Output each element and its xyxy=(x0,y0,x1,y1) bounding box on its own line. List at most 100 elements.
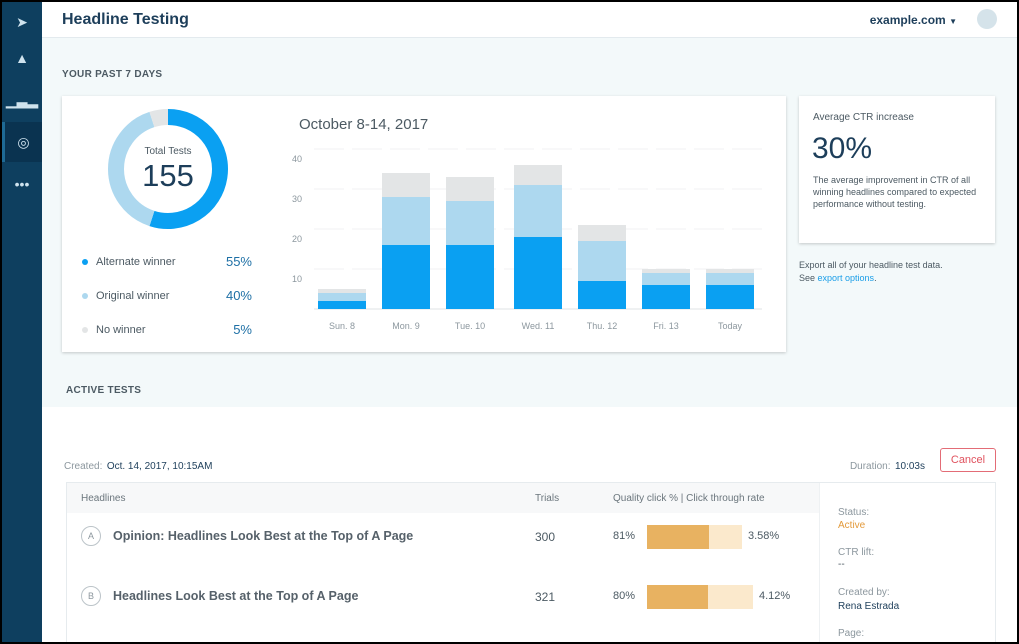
cancel-button[interactable]: Cancel xyxy=(940,448,996,472)
variant-letter: B xyxy=(81,586,101,606)
quality-value: 81% xyxy=(613,530,636,542)
quality-bar xyxy=(647,525,742,549)
bar-segment xyxy=(642,269,690,273)
status-label: Status: xyxy=(838,507,870,518)
y-tick-label: 40 xyxy=(292,154,302,164)
donut-slice xyxy=(149,109,169,128)
created-value: Oct. 14, 2017, 10:15AM xyxy=(106,461,213,472)
bar-segment xyxy=(382,197,430,245)
quality-value: 80% xyxy=(613,590,636,602)
col-quality: Quality click % | Click through rate xyxy=(613,493,765,504)
total-value: 155 xyxy=(142,158,194,193)
export-note: Export all of your headline test data. S… xyxy=(799,259,999,285)
ctr-rate: 3.58% xyxy=(748,530,780,542)
active-tests-title: ACTIVE TESTS xyxy=(66,385,142,396)
logo-icon[interactable]: ➤ xyxy=(16,13,28,30)
ctr-rate: 4.12% xyxy=(759,590,791,602)
bar-segment xyxy=(318,293,366,301)
export-period: . xyxy=(874,273,877,283)
header: Headline Testing example.com ▼ xyxy=(42,2,1017,38)
site-selector[interactable]: example.com ▼ xyxy=(870,13,957,27)
page-title: Headline Testing xyxy=(62,11,189,28)
ctr-label: Average CTR increase xyxy=(813,112,914,123)
x-tick-label: Mon. 9 xyxy=(392,321,420,331)
split-test-icon[interactable]: ▲ xyxy=(15,50,29,66)
quality-bar-fill xyxy=(647,585,709,609)
chart-title: October 8-14, 2017 xyxy=(299,116,429,133)
duration-value: 10:03s xyxy=(894,461,925,472)
col-trials: Trials xyxy=(535,493,560,504)
total-label: Total Tests xyxy=(144,146,192,157)
bar-segment xyxy=(382,245,430,309)
test-details: Status: Active CTR lift: -- Created by: … xyxy=(819,483,997,642)
x-tick-label: Thu. 12 xyxy=(587,321,618,331)
legend-dot xyxy=(82,293,88,300)
donut-chart xyxy=(108,109,228,229)
bar-segment xyxy=(578,241,626,281)
bar-chart: 10 20 30 40 Sun. 8 Mon. 9 Tue. 10 Wed. 11 Thu. 1… xyxy=(292,148,762,331)
bar-segment xyxy=(578,225,626,241)
tests-table: Headlines Trials Quality click % | Click… xyxy=(66,482,996,642)
bar-segment xyxy=(578,281,626,309)
legend-item: Original winner 40% xyxy=(82,288,252,303)
bar-segment xyxy=(706,285,754,309)
x-tick-label: Tue. 10 xyxy=(455,321,485,331)
trials-value: 300 xyxy=(535,530,556,544)
status-badge: Active xyxy=(838,520,866,531)
more-icon[interactable]: ••• xyxy=(14,176,30,192)
export-options-link[interactable]: export options xyxy=(817,273,875,283)
headline-text: Headlines Look Best at the Top of A Page xyxy=(113,589,359,603)
avatar[interactable] xyxy=(977,9,997,29)
ctr-description: The average improvement in CTR of all wi… xyxy=(813,175,977,209)
x-tick-label: Fri. 13 xyxy=(653,321,679,331)
legend-pct: 5% xyxy=(233,322,252,337)
quality-bar xyxy=(647,585,753,609)
bar-segment xyxy=(446,245,494,309)
variant-letter: A xyxy=(81,526,101,546)
created-by-label: Created by: xyxy=(838,587,890,598)
bar-chart-icon[interactable]: ▁▃▂ xyxy=(5,91,39,108)
bar-segment xyxy=(382,173,430,197)
legend-dot xyxy=(82,259,88,266)
bar-segment xyxy=(318,289,366,293)
legend-pct: 40% xyxy=(225,288,252,303)
bar-segment xyxy=(514,185,562,237)
bar-segment xyxy=(642,273,690,285)
sidebar: ➤ ▲ ▁▃▂ ◎ ••• xyxy=(2,2,42,642)
export-text: Export all of your headline test data. xyxy=(799,260,943,270)
headline-text: Opinion: Headlines Look Best at the Top … xyxy=(113,529,414,543)
bar-segment xyxy=(514,237,562,309)
legend-pct: 55% xyxy=(225,254,252,269)
ctr-card: Average CTR increase 30% The average imp… xyxy=(799,96,995,243)
ctr-lift-label: CTR lift: xyxy=(838,547,875,558)
export-see: See xyxy=(799,273,818,283)
x-tick-label: Today xyxy=(718,321,743,331)
table-header: Headlines Trials Quality click % | Click… xyxy=(67,483,819,513)
bar-segment xyxy=(446,177,494,201)
duration-label: Duration: xyxy=(849,461,891,472)
legend-item: Alternate winner 55% xyxy=(82,254,252,269)
past-week-card: Total Tests 155 Alternate winner 55% Origi… xyxy=(62,96,786,352)
legend-label: No winner xyxy=(96,324,146,336)
page-label: Page: xyxy=(838,628,865,639)
legend-item: No winner 5% xyxy=(82,322,252,337)
bar-segment xyxy=(446,201,494,245)
y-tick-label: 30 xyxy=(292,194,302,204)
x-tick-label: Sun. 8 xyxy=(329,321,355,331)
table-row[interactable]: A Opinion: Headlines Look Best at the To… xyxy=(67,513,819,573)
donut-slice xyxy=(149,109,228,229)
quality-bar-fill xyxy=(647,525,709,549)
legend-label: Alternate winner xyxy=(96,256,176,268)
table-row[interactable]: B Headlines Look Best at the Top of A Pa… xyxy=(67,573,819,633)
legend-dot xyxy=(82,327,88,334)
created-label: Created: xyxy=(64,461,103,472)
trials-value: 321 xyxy=(535,590,556,604)
col-headlines: Headlines xyxy=(81,493,126,504)
target-icon[interactable]: ◎ xyxy=(2,122,42,162)
bar-segment xyxy=(642,285,690,309)
ctr-lift-value: -- xyxy=(838,559,845,570)
bar-segment xyxy=(706,269,754,273)
y-tick-label: 20 xyxy=(292,234,302,244)
created-by-value: Rena Estrada xyxy=(838,601,900,612)
section-title: YOUR PAST 7 DAYS xyxy=(62,69,163,80)
